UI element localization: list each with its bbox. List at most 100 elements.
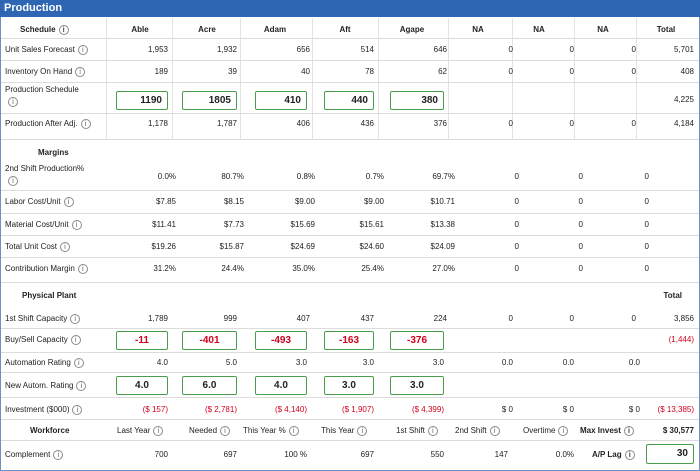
value-cell: 0 [508, 119, 513, 128]
value-cell: 224 [433, 314, 447, 323]
ap-lag-input[interactable]: 30 [646, 444, 694, 464]
labor-cost-label-wrap: Labor Cost/Unit i [5, 196, 74, 208]
value-cell: 0 [569, 119, 574, 128]
buy-sell-input[interactable]: -376 [390, 331, 444, 350]
automation-value: 0.0 [562, 358, 574, 367]
value-cell: 1,789 [147, 314, 168, 323]
value-cell: 0 [508, 45, 513, 54]
margin-value: 0 [644, 264, 649, 273]
new-automation-input[interactable]: 6.0 [182, 376, 237, 395]
info-icon[interactable]: i [63, 196, 74, 207]
second-shift-label: 2nd Shift Production% [5, 164, 85, 173]
production-schedule-label: Production Schedule [5, 85, 79, 94]
margin-value: 0 [578, 264, 583, 273]
new-automation-input[interactable]: 4.0 [116, 376, 168, 395]
info-icon[interactable]: i [80, 118, 91, 129]
value-cell: 376 [433, 119, 447, 128]
info-icon[interactable]: i [75, 66, 86, 77]
row-divider [1, 372, 699, 373]
info-icon[interactable]: i [73, 357, 84, 368]
column-divider [106, 18, 107, 140]
automation-value: 3.0 [362, 358, 374, 367]
margin-value: 27.0% [432, 264, 455, 273]
info-icon[interactable]: i [8, 96, 18, 107]
production-schedule-input[interactable]: 1805 [182, 91, 237, 110]
margin-value: 0.7% [365, 172, 384, 181]
production-after-adj-label: Production After Adj. [5, 119, 78, 128]
buy-sell-input[interactable]: -493 [255, 331, 307, 350]
value-cell: 0 [631, 119, 636, 128]
row-divider [1, 257, 699, 258]
margin-value: $15.69 [290, 220, 315, 229]
value-cell: 999 [223, 314, 237, 323]
complement-value: 147 [494, 450, 508, 459]
info-icon[interactable]: i [558, 425, 569, 436]
complement-label: Complement [5, 450, 51, 459]
info-icon[interactable]: i [70, 313, 81, 324]
row-divider [1, 328, 699, 329]
investment-value: $ 0 [628, 405, 640, 414]
buy-sell-capacity-label-wrap: Buy/Sell Capacity i [5, 334, 81, 346]
info-icon[interactable]: i [77, 263, 88, 274]
value-cell: 5,701 [673, 45, 694, 54]
info-icon[interactable]: i [53, 449, 64, 460]
info-icon[interactable]: i [8, 175, 18, 186]
column-header: Total [656, 25, 676, 34]
info-icon[interactable]: i [70, 334, 81, 345]
value-cell: 408 [680, 67, 694, 76]
investment-value: ($ 4,140) [274, 405, 307, 414]
info-icon[interactable]: i [71, 219, 82, 230]
value-cell: 78 [365, 67, 374, 76]
info-icon[interactable]: i [72, 404, 83, 415]
info-icon[interactable]: i [77, 44, 88, 55]
column-header: NA [597, 25, 609, 34]
production-schedule-input[interactable]: 440 [324, 91, 374, 110]
info-icon[interactable]: i [76, 380, 87, 391]
buy-sell-input[interactable]: -163 [324, 331, 374, 350]
info-icon[interactable]: i [153, 425, 164, 436]
value-cell: 1,953 [147, 45, 168, 54]
sales-forecast-label-wrap: Unit Sales Forecast i [5, 44, 88, 56]
production-schedule-input[interactable]: 380 [390, 91, 444, 110]
info-icon[interactable]: i [489, 425, 500, 436]
plant-total-heading: Total [663, 291, 682, 300]
info-icon[interactable]: i [58, 24, 69, 35]
value-cell: 1,932 [216, 45, 237, 54]
margin-value: 35.0% [292, 264, 315, 273]
material-cost-label-wrap: Material Cost/Unit i [5, 219, 82, 231]
info-icon[interactable]: i [60, 241, 71, 252]
margin-value: $13.38 [430, 220, 455, 229]
info-icon[interactable]: i [357, 425, 368, 436]
new-automation-input[interactable]: 4.0 [255, 376, 307, 395]
production-schedule-input[interactable]: 1190 [116, 91, 168, 110]
value-cell: 436 [360, 119, 374, 128]
margin-value: 0.8% [296, 172, 315, 181]
margin-value: 25.4% [361, 264, 384, 273]
margin-value: 0 [644, 242, 649, 251]
new-automation-input[interactable]: 3.0 [324, 376, 374, 395]
margins-heading: Margins [38, 148, 69, 157]
margin-value: 0 [578, 242, 583, 251]
info-icon[interactable]: i [288, 425, 299, 436]
automation-value: 0.0 [501, 358, 513, 367]
margin-value: $15.87 [219, 242, 244, 251]
column-header: Aft [339, 25, 351, 34]
production-schedule-input[interactable]: 410 [255, 91, 307, 110]
buy-sell-input[interactable]: -401 [182, 331, 237, 350]
row-divider [1, 113, 699, 114]
info-icon[interactable]: i [220, 425, 231, 436]
info-icon[interactable]: i [624, 449, 635, 460]
value-cell: 62 [438, 67, 447, 76]
sales-forecast-label: Unit Sales Forecast [5, 45, 75, 54]
investment-label: Investment ($000) [5, 405, 70, 414]
automation-value: 3.0 [295, 358, 307, 367]
column-divider [574, 18, 575, 140]
info-icon[interactable]: i [623, 425, 634, 436]
complement-value: 550 [430, 450, 444, 459]
buy-sell-input[interactable]: -11 [116, 331, 168, 350]
row-divider [1, 352, 699, 353]
info-icon[interactable]: i [427, 425, 438, 436]
column-header: Able [131, 25, 149, 34]
new-automation-input[interactable]: 3.0 [390, 376, 444, 395]
row-divider [1, 419, 699, 420]
